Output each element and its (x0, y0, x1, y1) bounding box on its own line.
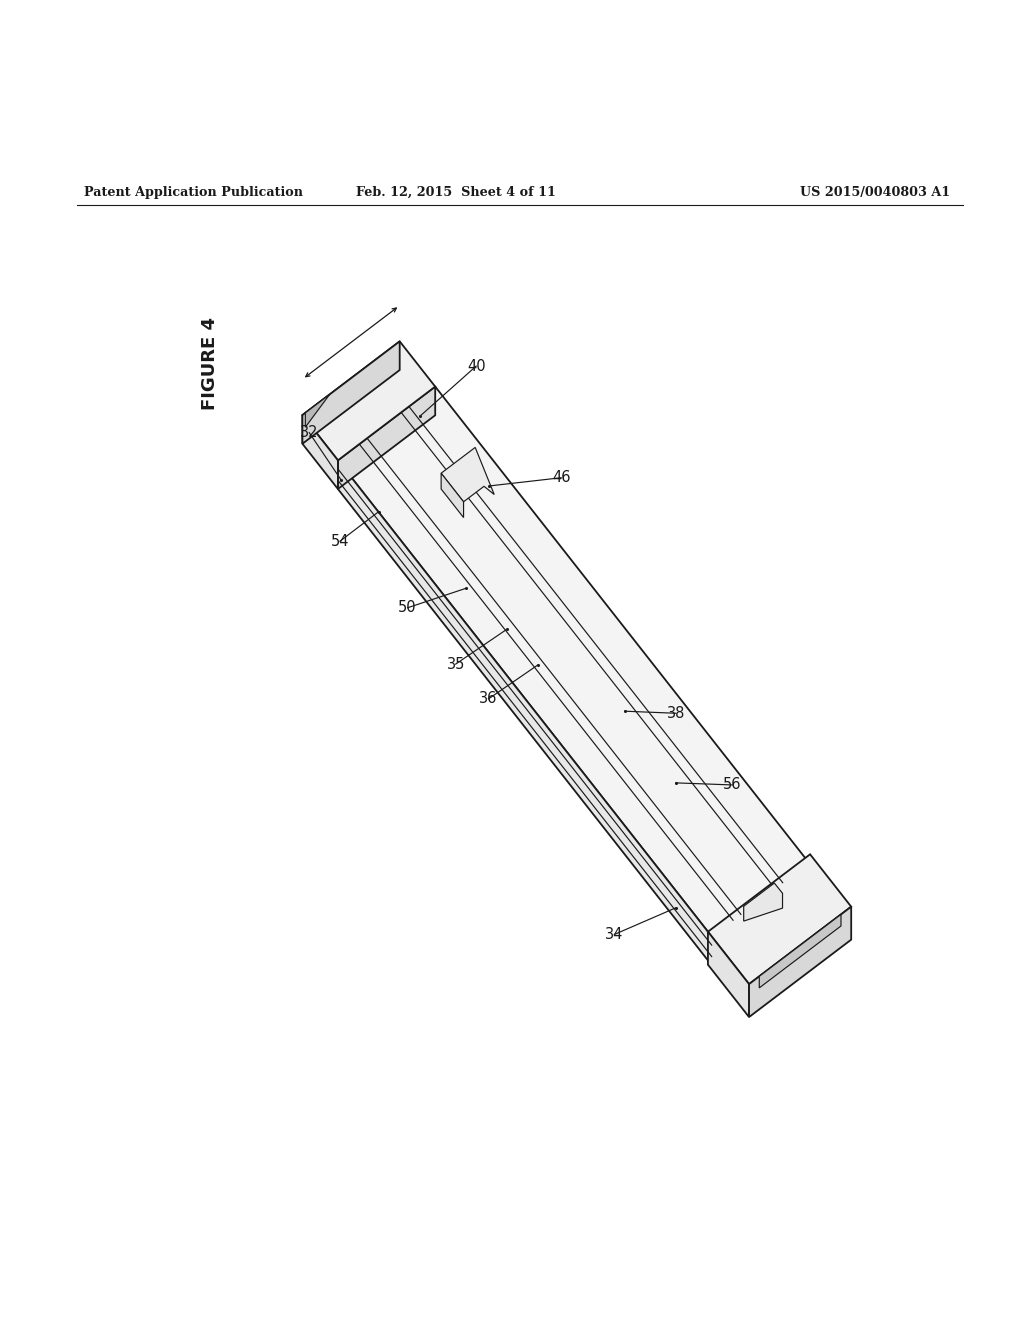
Text: 50: 50 (398, 601, 417, 615)
Text: Patent Application Publication: Patent Application Publication (84, 186, 303, 198)
Polygon shape (441, 474, 464, 517)
Polygon shape (708, 932, 749, 1018)
Polygon shape (305, 395, 330, 428)
Text: 40: 40 (467, 359, 485, 374)
Text: 34: 34 (605, 927, 624, 942)
Polygon shape (302, 414, 338, 488)
Text: 32: 32 (300, 425, 318, 440)
Polygon shape (743, 883, 782, 921)
Polygon shape (302, 342, 435, 461)
Text: 46: 46 (552, 470, 570, 486)
Polygon shape (338, 387, 435, 488)
Polygon shape (759, 915, 841, 987)
Text: 36: 36 (479, 692, 498, 706)
Text: US 2015/0040803 A1: US 2015/0040803 A1 (801, 186, 950, 198)
Text: FIGURE 4: FIGURE 4 (201, 317, 219, 409)
Text: 38: 38 (667, 706, 685, 721)
Text: 35: 35 (446, 656, 465, 672)
Polygon shape (302, 342, 399, 444)
Text: Feb. 12, 2015  Sheet 4 of 11: Feb. 12, 2015 Sheet 4 of 11 (355, 186, 556, 198)
Text: 54: 54 (331, 533, 349, 549)
Polygon shape (338, 461, 712, 965)
Polygon shape (338, 387, 809, 936)
Polygon shape (749, 907, 851, 1018)
Polygon shape (441, 447, 495, 502)
Polygon shape (712, 863, 809, 965)
Text: 56: 56 (723, 777, 741, 792)
Polygon shape (708, 854, 851, 985)
